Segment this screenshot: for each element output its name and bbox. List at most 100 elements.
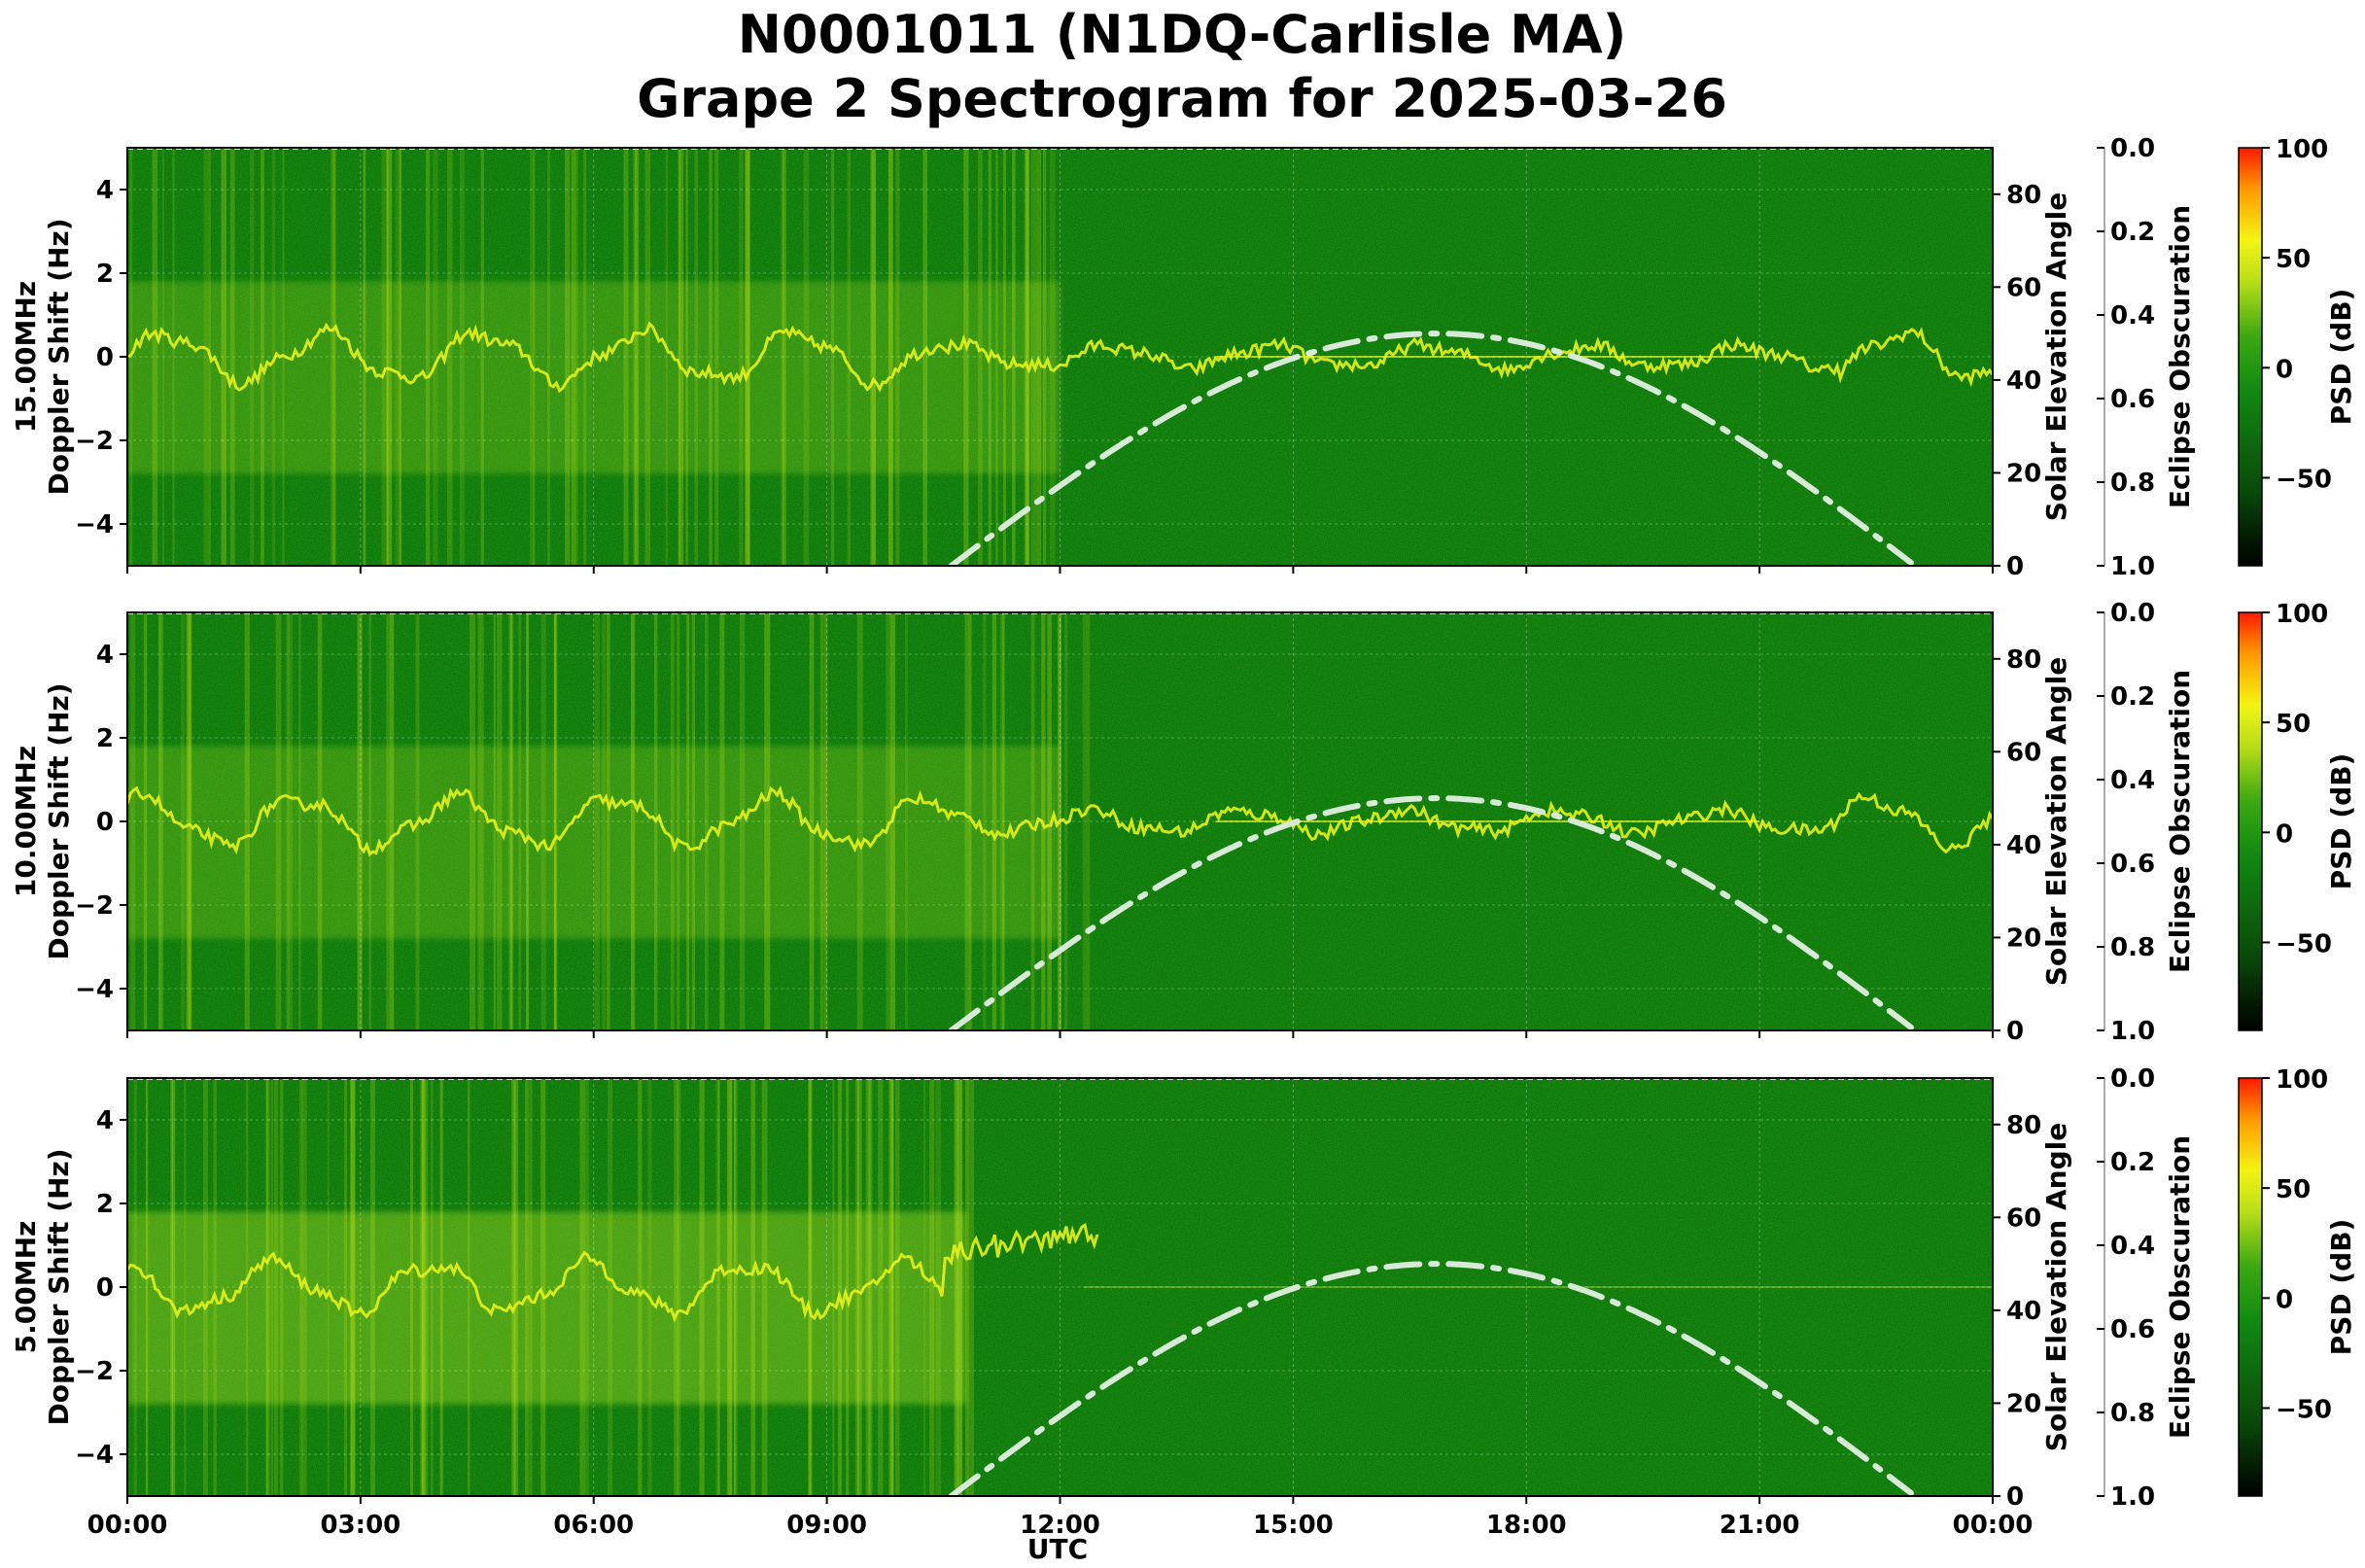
doppler-trace <box>127 784 1993 857</box>
vertical-streak <box>847 148 851 566</box>
eclipse-tick-label: 0.8 <box>2110 469 2155 498</box>
vertical-streak <box>481 612 484 1030</box>
vertical-streak <box>956 1078 963 1496</box>
vertical-streak <box>958 1078 962 1496</box>
elevation-tick-label: 60 <box>2006 273 2041 302</box>
vertical-streak <box>553 612 557 1030</box>
vertical-streak <box>368 612 371 1030</box>
vertical-streak <box>530 148 535 566</box>
vertical-streak <box>477 612 482 1030</box>
vertical-streak <box>647 1078 652 1496</box>
vertical-streak <box>1085 612 1091 1030</box>
vertical-streak <box>1025 148 1030 566</box>
vertical-streak <box>152 148 158 566</box>
panels-container: 420−2−415.00MHzDoppler Shift (Hz)8060402… <box>10 134 2357 1540</box>
vertical-streak <box>1001 612 1005 1030</box>
vertical-streak <box>468 1078 470 1496</box>
vertical-streak <box>888 1078 894 1496</box>
vertical-streak <box>1036 148 1042 566</box>
colorbar-tick-label: 100 <box>2276 135 2328 164</box>
y-tick-label: 4 <box>96 176 114 205</box>
vertical-streak <box>1024 148 1030 566</box>
figure-title-line1: N0001011 (N1DQ-Carlisle MA) <box>738 4 1627 65</box>
elevation-tick-label: 80 <box>2006 645 2041 675</box>
vertical-streak <box>133 1078 137 1496</box>
x-tick-label: 09:00 <box>786 1511 867 1540</box>
vertical-streak <box>1082 612 1086 1030</box>
vertical-streak <box>265 1078 269 1496</box>
vertical-streak <box>1030 148 1037 566</box>
vertical-streak <box>171 1078 176 1496</box>
vertical-streak <box>1049 148 1056 566</box>
colorbar-tick-label: 50 <box>2276 710 2311 739</box>
vertical-streak <box>709 148 713 566</box>
eclipse-tick-label: 0.0 <box>2110 1064 2155 1094</box>
colorbar-tick-label: −50 <box>2276 465 2332 494</box>
vertical-streak <box>421 1078 426 1496</box>
vertical-streak <box>327 1078 330 1496</box>
vertical-streak <box>630 612 636 1030</box>
colorbar-tick-label: 0 <box>2276 355 2293 384</box>
vertical-streak <box>529 1078 533 1496</box>
vertical-streak <box>370 1078 375 1496</box>
elevation-tick-label: 20 <box>2006 459 2041 488</box>
y-tick-label: 0 <box>96 1273 114 1303</box>
vertical-streak <box>387 148 393 566</box>
x-tick-label: 21:00 <box>1720 1511 1800 1540</box>
vertical-streak <box>704 612 709 1030</box>
vertical-streak <box>888 148 892 566</box>
vertical-streak <box>1030 612 1035 1030</box>
y-tick-label: 2 <box>96 1190 114 1219</box>
eclipse-tick-label: 0.2 <box>2110 1148 2155 1177</box>
vertical-streak <box>739 612 746 1030</box>
solar-elevation-curve <box>948 795 1914 1030</box>
y-tick-label: −2 <box>75 891 114 921</box>
vertical-streak <box>244 612 250 1030</box>
vertical-streak <box>470 612 476 1030</box>
vertical-streak <box>781 148 784 566</box>
x-tick-label: 12:00 <box>1020 1511 1100 1540</box>
panel-15.00MHz: 420−2−415.00MHzDoppler Shift (Hz)8060402… <box>10 134 2357 581</box>
elevation-tick-label: 20 <box>2006 923 2041 953</box>
solar-elevation-curve <box>948 1261 1914 1496</box>
vertical-streak <box>279 1078 284 1496</box>
eclipse-tick-label: 0.6 <box>2110 385 2155 414</box>
vertical-streak <box>158 612 162 1030</box>
x-tick-label: 00:00 <box>87 1511 168 1540</box>
vertical-streak <box>1002 148 1006 566</box>
vertical-streak <box>420 1078 425 1496</box>
vertical-streak <box>161 148 164 566</box>
y-axis-label-unit: Doppler Shift (Hz) <box>43 218 75 495</box>
elevation-tick-label: 0 <box>2006 1017 2024 1046</box>
vertical-streak <box>187 612 191 1030</box>
vertical-streak <box>389 612 395 1030</box>
solar-elevation-curve <box>948 331 1914 566</box>
doppler-trace <box>127 1222 1099 1323</box>
elevation-axis-label: Solar Elevation Angle <box>2040 1123 2072 1451</box>
vertical-streak <box>172 148 175 566</box>
vertical-streak <box>965 1078 969 1496</box>
colorbar <box>2238 611 2263 1031</box>
vertical-streak <box>594 612 600 1030</box>
vertical-streak <box>579 1078 585 1496</box>
panel-10.00MHz: 420−2−410.00MHzDoppler Shift (Hz)8060402… <box>10 599 2357 1046</box>
vertical-streak <box>386 148 389 566</box>
eclipse-tick-label: 0.2 <box>2110 682 2155 712</box>
vertical-streak <box>963 148 969 566</box>
vertical-streak <box>856 612 863 1030</box>
vertical-streak <box>381 148 387 566</box>
y-axis-label: 10.00MHzDoppler Shift (Hz) <box>10 682 75 959</box>
vertical-streak <box>983 612 987 1030</box>
vertical-streak <box>410 1078 413 1496</box>
vertical-streak <box>808 1078 812 1496</box>
vertical-streak <box>189 612 192 1030</box>
y-tick-label: −4 <box>75 510 114 540</box>
vertical-streak <box>157 612 163 1030</box>
vertical-streak <box>547 148 551 566</box>
vertical-streak <box>143 612 148 1030</box>
vertical-streak <box>674 1078 679 1496</box>
vertical-streak <box>608 1078 613 1496</box>
vertical-streak <box>746 148 750 566</box>
elevation-tick-label: 40 <box>2006 1297 2041 1326</box>
vertical-streak <box>513 1078 518 1496</box>
